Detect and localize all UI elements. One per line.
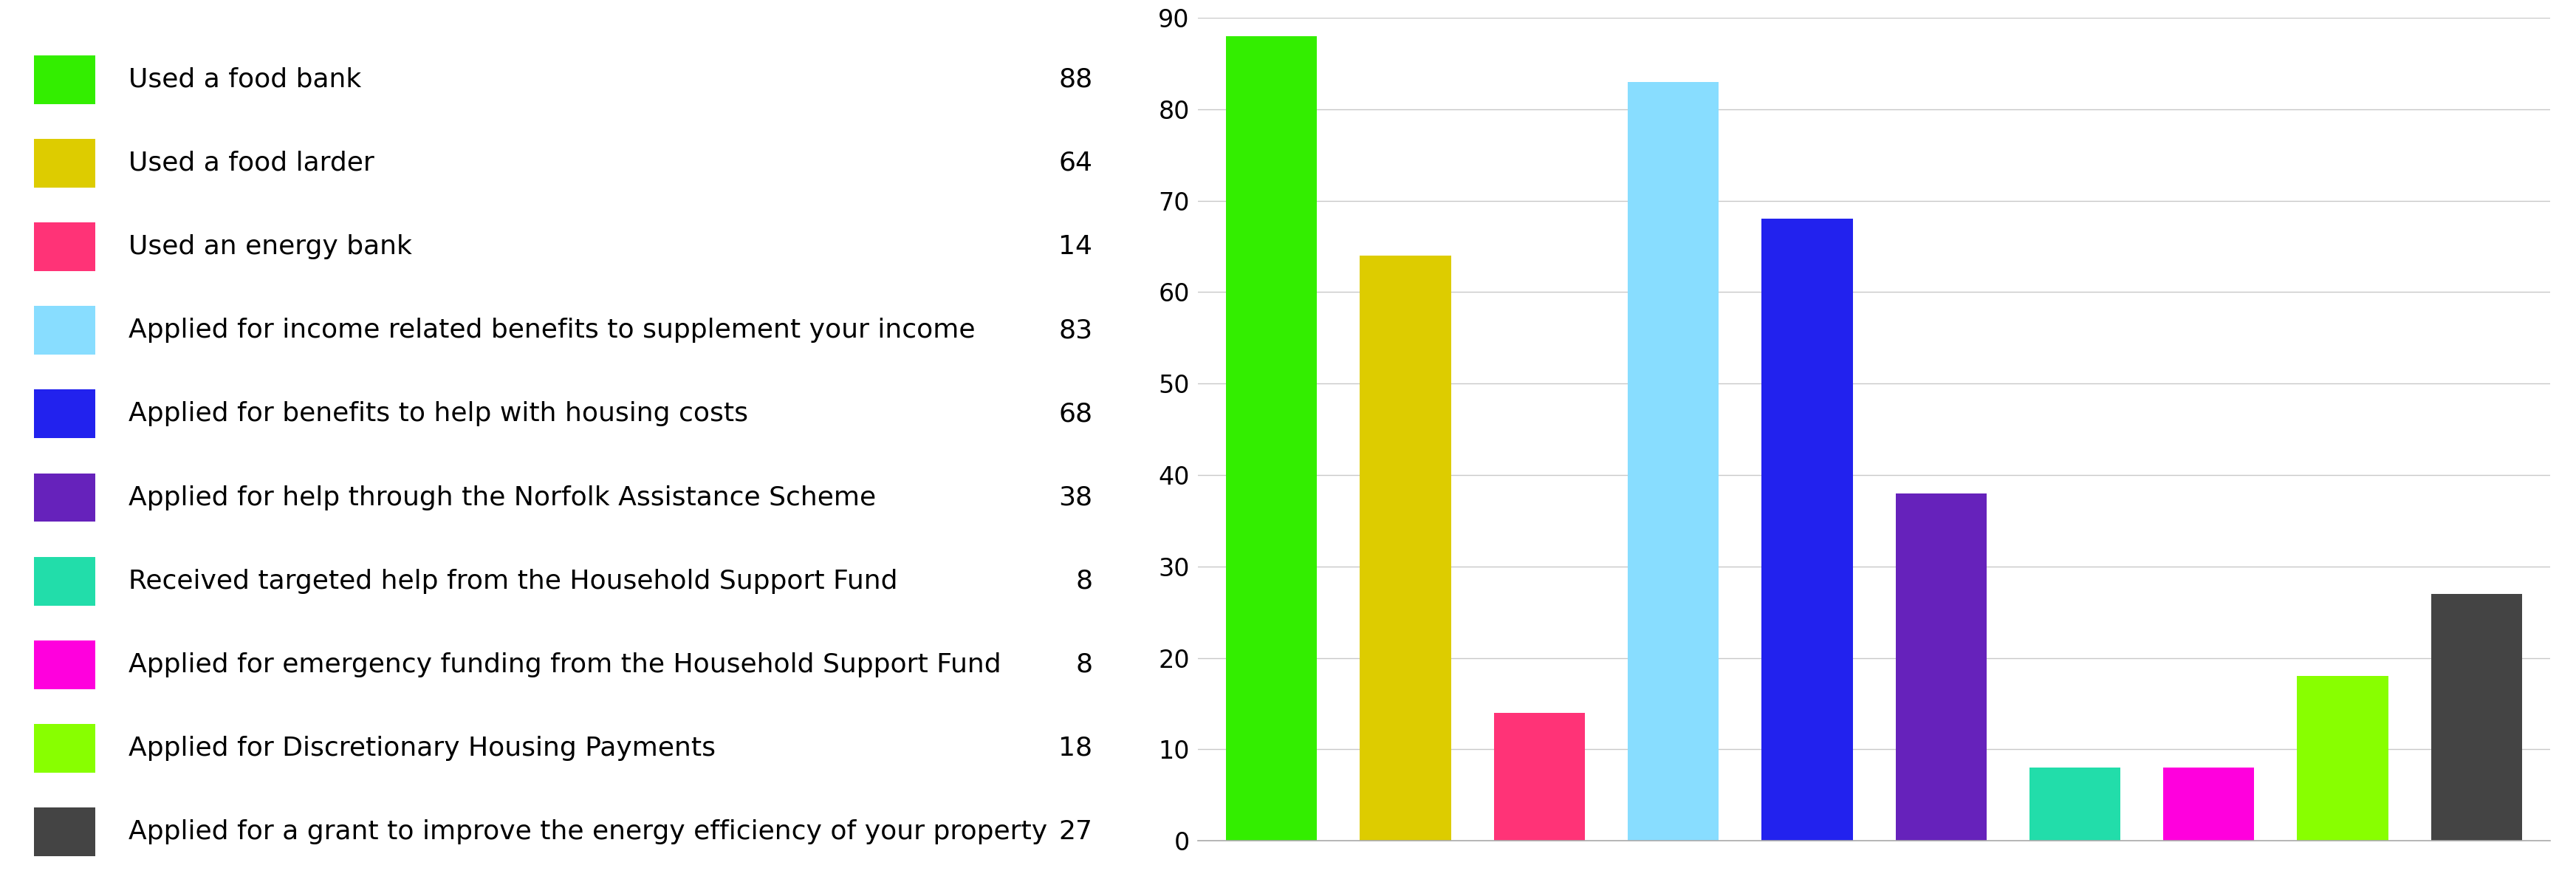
- Bar: [2432, 594, 2522, 841]
- Text: 68: 68: [1059, 402, 1092, 427]
- Text: Used a food larder: Used a food larder: [129, 150, 374, 176]
- Text: 88: 88: [1059, 67, 1092, 92]
- FancyBboxPatch shape: [33, 222, 95, 271]
- FancyBboxPatch shape: [33, 641, 95, 689]
- Bar: [1628, 81, 1718, 841]
- Bar: [1494, 712, 1584, 841]
- Text: Applied for a grant to improve the energy efficiency of your property: Applied for a grant to improve the energ…: [129, 820, 1048, 844]
- Text: 38: 38: [1059, 485, 1092, 510]
- FancyBboxPatch shape: [33, 724, 95, 773]
- Text: 18: 18: [1059, 735, 1092, 761]
- Bar: [2298, 676, 2388, 841]
- Bar: [1762, 219, 1852, 841]
- Bar: [1896, 493, 1986, 841]
- Bar: [1226, 36, 1316, 841]
- Text: 14: 14: [1059, 235, 1092, 259]
- FancyBboxPatch shape: [33, 139, 95, 188]
- Text: Applied for Discretionary Housing Payments: Applied for Discretionary Housing Paymen…: [129, 735, 716, 761]
- Text: Applied for benefits to help with housing costs: Applied for benefits to help with housin…: [129, 402, 750, 427]
- Text: Applied for help through the Norfolk Assistance Scheme: Applied for help through the Norfolk Ass…: [129, 485, 876, 510]
- Text: Applied for emergency funding from the Household Support Fund: Applied for emergency funding from the H…: [129, 652, 1002, 677]
- Bar: [2164, 767, 2254, 841]
- Text: 27: 27: [1059, 820, 1092, 844]
- FancyBboxPatch shape: [33, 557, 95, 605]
- Text: Used an energy bank: Used an energy bank: [129, 235, 412, 259]
- Bar: [2030, 767, 2120, 841]
- FancyBboxPatch shape: [33, 389, 95, 438]
- Bar: [1360, 256, 1450, 841]
- Text: Applied for income related benefits to supplement your income: Applied for income related benefits to s…: [129, 318, 976, 343]
- Text: 83: 83: [1059, 318, 1092, 343]
- Text: 64: 64: [1059, 150, 1092, 176]
- FancyBboxPatch shape: [33, 807, 95, 857]
- FancyBboxPatch shape: [33, 473, 95, 522]
- Text: 8: 8: [1074, 652, 1092, 677]
- Text: 8: 8: [1074, 568, 1092, 594]
- FancyBboxPatch shape: [33, 55, 95, 104]
- FancyBboxPatch shape: [33, 306, 95, 355]
- Text: Used a food bank: Used a food bank: [129, 67, 361, 92]
- Text: Received targeted help from the Household Support Fund: Received targeted help from the Househol…: [129, 568, 899, 594]
